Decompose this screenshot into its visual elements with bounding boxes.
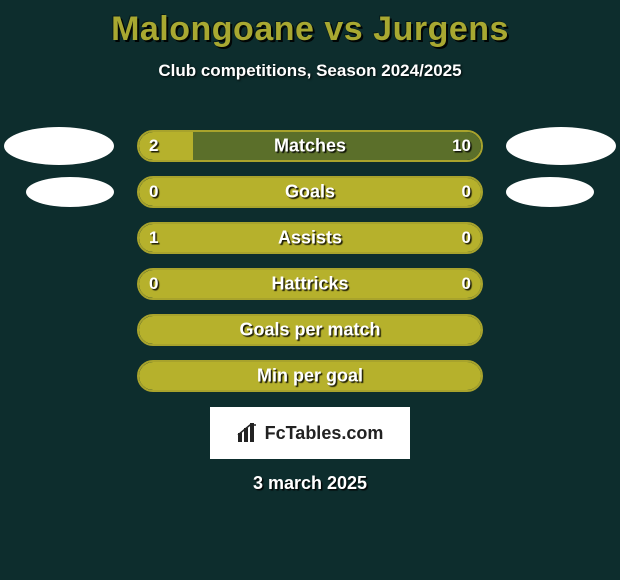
bar-fill-right	[193, 132, 481, 160]
bar-fill-left	[139, 132, 197, 160]
avatar-right	[506, 127, 616, 165]
stat-value-left: 0	[149, 274, 158, 294]
stat-value-left: 1	[149, 228, 158, 248]
stats-rows: 210Matches00Goals10Assists00HattricksGoa…	[0, 123, 620, 399]
stat-bar: 210Matches	[137, 130, 483, 162]
stat-row: 210Matches	[0, 123, 620, 169]
stat-row: Min per goal	[0, 353, 620, 399]
bar-fill-left	[139, 178, 483, 206]
avatar-left	[4, 127, 114, 165]
bar-fill-left	[139, 224, 483, 252]
stat-row: 10Assists	[0, 215, 620, 261]
footer-date: 3 march 2025	[0, 473, 620, 494]
subtitle: Club competitions, Season 2024/2025	[0, 61, 620, 81]
player-right-name: Jurgens	[373, 10, 509, 48]
avatar-right	[506, 177, 594, 207]
brand-badge[interactable]: FcTables.com	[210, 407, 410, 459]
stat-value-left: 0	[149, 182, 158, 202]
stat-row: 00Goals	[0, 169, 620, 215]
stat-row: Goals per match	[0, 307, 620, 353]
stat-bar: Min per goal	[137, 360, 483, 392]
player-left-name: Malongoane	[111, 10, 314, 48]
stat-value-left: 2	[149, 136, 158, 156]
comparison-card: Malongoane vs Jurgens Club competitions,…	[0, 0, 620, 580]
stat-bar: Goals per match	[137, 314, 483, 346]
stat-row: 00Hattricks	[0, 261, 620, 307]
title-separator: vs	[324, 10, 363, 48]
stat-value-right: 10	[452, 136, 471, 156]
brand-text: FcTables.com	[265, 423, 384, 444]
stat-bar: 10Assists	[137, 222, 483, 254]
bar-fill-left	[139, 270, 483, 298]
stat-value-right: 0	[462, 228, 471, 248]
stat-value-right: 0	[462, 274, 471, 294]
stat-bar: 00Goals	[137, 176, 483, 208]
avatar-left	[26, 177, 114, 207]
page-title: Malongoane vs Jurgens	[0, 0, 620, 49]
bar-fill-left	[139, 316, 483, 344]
bar-chart-icon	[237, 423, 259, 443]
stat-bar: 00Hattricks	[137, 268, 483, 300]
stat-value-right: 0	[462, 182, 471, 202]
bar-fill-left	[139, 362, 483, 390]
